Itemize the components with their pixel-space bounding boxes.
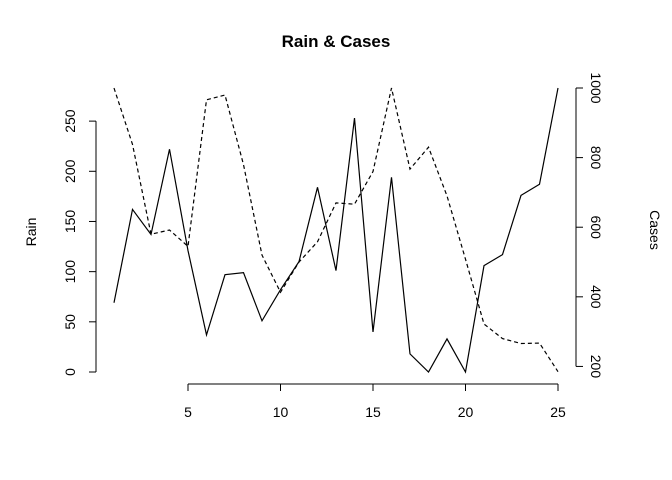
right-tick-label: 600 xyxy=(588,216,604,240)
right-tick-label: 400 xyxy=(588,285,604,309)
x-tick-label: 5 xyxy=(184,404,192,420)
chart-title: Rain & Cases xyxy=(282,32,391,51)
left-tick-label: 0 xyxy=(62,368,78,376)
cases-series-line xyxy=(113,87,559,373)
left-tick-label: 100 xyxy=(62,260,78,284)
left-tick-label: 150 xyxy=(62,210,78,234)
left-y-axis-title: Rain xyxy=(23,218,39,247)
right-tick-label: 800 xyxy=(588,146,604,170)
right-y-axis: 200 400 600 800 1000 xyxy=(575,72,604,379)
right-tick-label: 200 xyxy=(588,355,604,379)
rain-series-line xyxy=(113,87,559,374)
plot-area xyxy=(113,87,559,374)
left-tick-label: 250 xyxy=(62,109,78,133)
x-axis: 5 10 15 20 25 xyxy=(184,383,566,420)
left-tick-label: 50 xyxy=(62,314,78,330)
x-tick-label: 20 xyxy=(458,404,474,420)
right-y-axis-title: Cases xyxy=(647,210,663,250)
x-tick-label: 25 xyxy=(550,404,566,420)
right-tick-label: 1000 xyxy=(588,72,604,103)
x-tick-label: 15 xyxy=(365,404,381,420)
x-tick-label: 10 xyxy=(273,404,289,420)
left-y-axis: 0 50 100 150 200 250 xyxy=(62,109,97,376)
left-tick-label: 200 xyxy=(62,159,78,183)
